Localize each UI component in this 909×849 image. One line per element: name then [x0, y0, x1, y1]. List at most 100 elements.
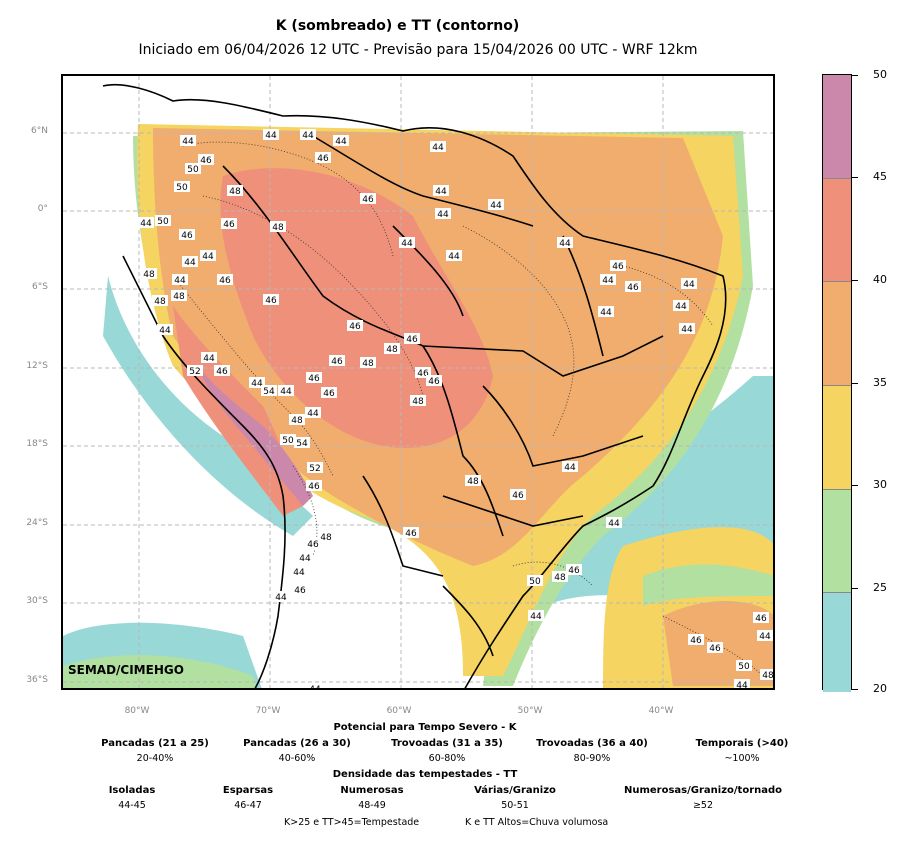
chart-title: K (sombreado) e TT (contorno) [275, 18, 520, 34]
contour-label-46: 46 [219, 276, 231, 286]
shading-purple-andes [198, 366, 313, 506]
legend-tt-value: 50-51 [501, 800, 529, 811]
legend-tt-label: Várias/Granizo [474, 785, 556, 796]
contour-label-46: 46 [690, 636, 702, 646]
contour-label-50: 50 [529, 577, 541, 587]
colorbar-tick-25: 25 [873, 581, 887, 594]
contour-label-48: 48 [320, 533, 332, 543]
colorbar-tick-20: 20 [873, 682, 887, 695]
contour-label-44: 44 [448, 252, 460, 262]
contour-label-44: 44 [432, 143, 444, 153]
contour-label-46: 46 [349, 322, 361, 332]
contour-label-48: 48 [362, 359, 374, 369]
contour-label-44: 44 [280, 387, 292, 397]
border-states-2 [482, 385, 644, 467]
shading-green-southeast [643, 564, 773, 606]
contour-label-46: 46 [709, 644, 721, 654]
legend-k-title: Potencial para Tempo Severo - K [333, 722, 517, 733]
map-canvas: 44 44 44 44 46 50 46 44 50 48 46 44 44 4… [63, 76, 773, 690]
lat-label-6s: 6°S [32, 282, 48, 292]
contour-label-54: 54 [296, 439, 308, 449]
colorbar-tick-35: 35 [873, 376, 887, 389]
colorbar [822, 74, 852, 693]
k-index-shading [63, 124, 773, 688]
contour-label-44: 44 [759, 632, 771, 642]
contour-label-48: 48 [554, 573, 566, 583]
colorbar-band-35-40 [823, 282, 851, 387]
lat-label-6n: 6°N [31, 126, 48, 136]
contour-label-48: 48 [154, 297, 166, 307]
lon-label-70w: 70°W [255, 706, 281, 716]
legend-k-item-1: Pancadas (21 a 25) 20-40% [80, 738, 230, 764]
shading-green-south [63, 655, 257, 688]
contour-label-44: 44 [736, 681, 748, 690]
map-panel: 44 44 44 44 46 50 46 44 50 48 46 44 44 4… [61, 74, 775, 690]
border-paraguay [362, 475, 444, 577]
contour-label-48: 48 [143, 270, 155, 280]
contour-label-44: 44 [559, 239, 571, 249]
contour-label-46: 46 [331, 357, 343, 367]
contour-label-46: 46 [512, 491, 524, 501]
legend-tt-value: ≥52 [692, 800, 714, 811]
legend-tt-value: 44-45 [118, 800, 146, 811]
contour-label-44: 44 [675, 302, 687, 312]
lat-label-0: 0° [37, 204, 48, 214]
contour-label-46: 46 [417, 369, 429, 379]
legend-k-label: Temporais (>40) [695, 738, 789, 749]
colorbar-band-20-25 [823, 593, 851, 693]
legend-tt-item-3: Numerosas 48-49 [312, 785, 432, 811]
contour-label-46: 46 [405, 529, 417, 539]
border-states-4 [392, 225, 464, 317]
contour-label-52: 52 [189, 367, 200, 377]
contour-label-44: 44 [182, 137, 194, 147]
lat-label-36s: 36°S [26, 675, 48, 685]
legend-k-item-3: Trovoadas (31 a 35) 60-80% [372, 738, 522, 764]
contour-label-44: 44 [293, 568, 305, 578]
contour-label-48: 48 [272, 223, 284, 233]
contour-label-50: 50 [157, 217, 169, 227]
contour-label-46: 46 [362, 195, 374, 205]
contour-label-44: 44 [307, 409, 319, 419]
contour-label-50: 50 [282, 436, 294, 446]
colorbar-tick-50: 50 [873, 68, 887, 81]
contour-label-44: 44 [309, 685, 321, 690]
lat-label-24s: 24°S [26, 518, 48, 528]
legend-tt-title: Densidade das tempestades - TT [332, 769, 518, 780]
colorbar-band-30-35 [823, 386, 851, 490]
colorbar-band-40-45 [823, 178, 851, 283]
legend-k-label: Trovoadas (36 a 40) [536, 738, 648, 749]
lat-label-30s: 30°S [26, 596, 48, 606]
border-uruguay [442, 585, 494, 657]
contour-label-46: 46 [223, 220, 235, 230]
colorbar-tick-30: 30 [873, 478, 887, 491]
border-states-3 [442, 495, 584, 527]
contour-label-44: 44 [602, 276, 614, 286]
contour-label-50: 50 [738, 662, 750, 672]
legend-tt-item-1: Isoladas 44-45 [72, 785, 192, 811]
colorbar-band-45-50 [823, 75, 851, 179]
legend-tt-label: Numerosas/Granizo/tornado [623, 785, 783, 796]
contour-label-46: 46 [317, 154, 329, 164]
contour-labels: 44 44 44 44 46 50 46 44 50 48 46 44 44 4… [138, 129, 773, 690]
contour-label-44: 44 [681, 325, 693, 335]
lon-label-40w: 40°W [648, 706, 674, 716]
colorbar-band-25-30 [823, 489, 851, 594]
contour-label-46: 46 [755, 614, 767, 624]
legend-k-item-5: Temporais (>40) ~100% [667, 738, 817, 764]
contour-label-44: 44 [335, 137, 347, 147]
legend-tt-label: Isoladas [108, 785, 156, 796]
border-states-1 [422, 335, 664, 377]
contour-label-48: 48 [291, 416, 303, 426]
legend-tt-item-5: Numerosas/Granizo/tornado ≥52 [608, 785, 798, 811]
contour-label-44: 44 [608, 519, 620, 529]
contour-label-44: 44 [302, 131, 314, 141]
legend-k-item-4: Trovoadas (36 a 40) 80-90% [517, 738, 667, 764]
contour-label-44: 44 [530, 612, 542, 622]
contour-label-44: 44 [564, 463, 576, 473]
contour-label-44: 44 [203, 354, 215, 364]
contour-label-46: 46 [428, 377, 440, 387]
contour-label-44: 44 [299, 554, 311, 564]
contour-label-48: 48 [467, 477, 479, 487]
contour-label-46: 46 [406, 335, 418, 345]
legend-note-left: K>25 e TT>45=Tempestade [284, 817, 420, 828]
